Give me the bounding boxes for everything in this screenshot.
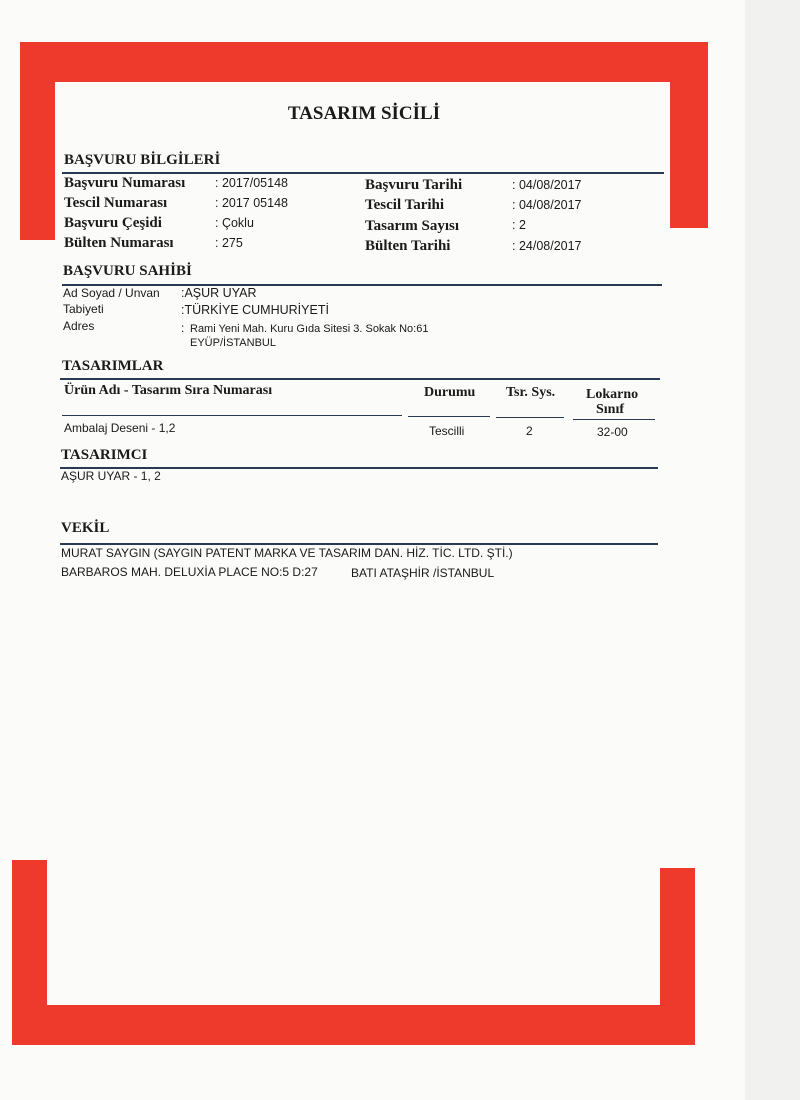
field-value: : <box>181 321 185 335</box>
field-value: :AŞUR UYAR <box>181 286 257 300</box>
header-underline <box>573 419 655 420</box>
field-label: Bülten Numarası <box>64 235 174 251</box>
frame-bottom-left-leg <box>12 860 47 1045</box>
divider <box>60 378 660 380</box>
field-label: Bülten Tarihi <box>365 238 451 254</box>
field-value: : 2017 05148 <box>215 196 288 210</box>
field-label: Tescil Tarihi <box>365 197 445 213</box>
page-edge <box>745 0 800 1100</box>
frame-top-band <box>20 42 708 82</box>
frame-top-right-leg <box>670 42 708 228</box>
section-heading-vekil: VEKİL <box>61 520 110 536</box>
section-heading-basvuru-sahibi: BAŞVURU SAHİBİ <box>63 263 192 279</box>
field-value: : 2 <box>512 218 526 232</box>
agent-address-2: BATI ATAŞHİR /İSTANBUL <box>351 566 495 580</box>
section-heading-basvuru-bilgileri: BAŞVURU BİLGİLERİ <box>64 152 221 168</box>
field-label: Adres <box>63 319 95 333</box>
divider <box>60 543 658 545</box>
designer-text: AŞUR UYAR - 1, 2 <box>61 469 161 483</box>
agent-address-1: BARBAROS MAH. DELUXİA PLACE NO:5 D:27 <box>61 565 318 579</box>
field-label: Başvuru Çeşidi <box>64 215 162 231</box>
column-header-sinif: Sınıf <box>596 402 625 417</box>
cell-urun: Ambalaj Deseni - 1,2 <box>64 421 176 435</box>
field-label: Tabiyeti <box>63 302 104 316</box>
frame-bottom-band <box>12 1005 695 1045</box>
field-label: Tasarım Sayısı <box>365 218 460 234</box>
field-value: :TÜRKİYE CUMHURİYETİ <box>181 303 329 317</box>
column-header-urun: Ürün Adı - Tasarım Sıra Numarası <box>64 383 273 398</box>
field-label: Tescil Numarası <box>64 195 168 211</box>
column-header-tsr-sys: Tsr. Sys. <box>506 385 556 400</box>
field-value: : 04/08/2017 <box>512 198 582 212</box>
field-value: : Çoklu <box>215 216 254 230</box>
cell-sayi: 2 <box>526 424 533 438</box>
field-value: : 24/08/2017 <box>512 239 582 253</box>
divider <box>60 467 658 469</box>
page-title: TASARIM SİCİLİ <box>287 103 441 124</box>
address-line-2: EYÜP/İSTANBUL <box>190 337 276 349</box>
field-value: : 04/08/2017 <box>512 178 582 192</box>
field-label: Ad Soyad / Unvan <box>63 286 160 300</box>
column-header-lokarno: Lokarno <box>586 387 639 402</box>
frame-bottom-right-leg <box>660 868 695 1045</box>
section-heading-tasarimlar: TASARIMLAR <box>62 358 164 374</box>
field-label: Başvuru Numarası <box>64 175 186 191</box>
agent-line-1: MURAT SAYGIN (SAYGIN PATENT MARKA VE TAS… <box>61 546 513 560</box>
cell-lokarno: 32-00 <box>597 425 628 439</box>
column-header-durumu: Durumu <box>424 385 476 400</box>
header-underline <box>408 416 490 417</box>
frame-top-left-leg <box>20 42 55 240</box>
field-value: : 2017/05148 <box>215 176 288 190</box>
field-value: : 275 <box>215 236 243 250</box>
header-underline <box>496 417 564 418</box>
cell-durum: Tescilli <box>429 424 465 438</box>
field-label: Başvuru Tarihi <box>365 177 463 193</box>
divider <box>62 172 664 174</box>
address-line-1: Rami Yeni Mah. Kuru Gıda Sitesi 3. Sokak… <box>190 323 429 335</box>
section-heading-tasarimci: TASARIMCI <box>61 447 148 463</box>
header-underline <box>62 415 402 416</box>
divider <box>62 284 662 286</box>
